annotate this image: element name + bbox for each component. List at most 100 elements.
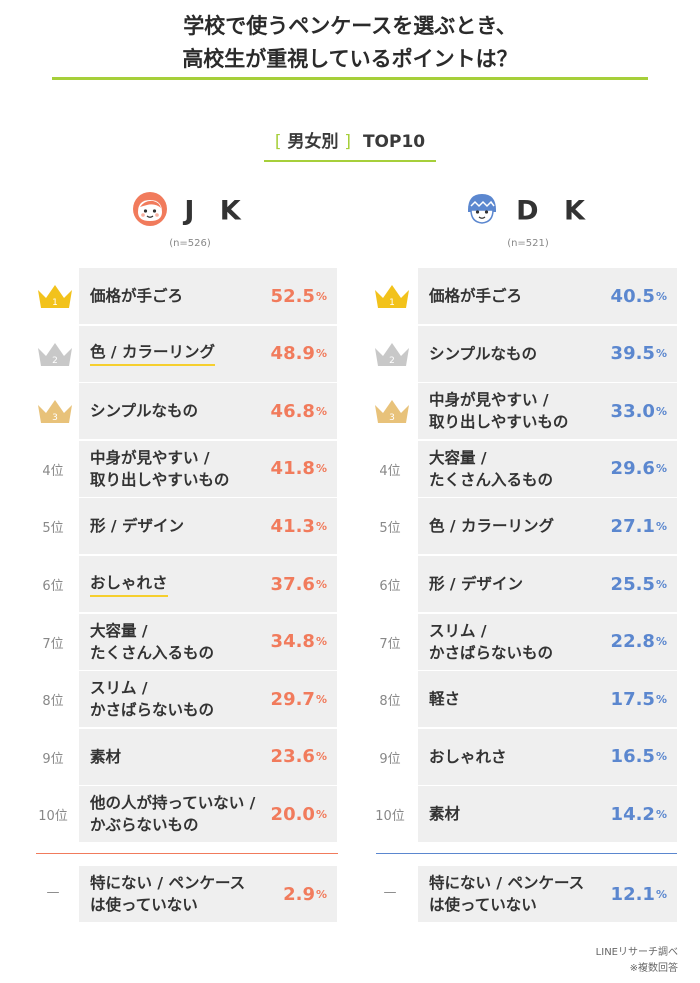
title-divider [52,77,648,80]
jk-separator [36,853,338,854]
page-title: 学校で使うペンケースを選ぶとき、 高校生が重視しているポイントは？ [0,10,700,76]
jk-item-value: 20.0% [270,803,327,825]
subtitle-bracket-close: ] [344,132,352,152]
jk-rank-label: 5位 [42,521,64,537]
dk-row: 大容量 / たくさん入るもの 29.6% [418,440,677,497]
dk-separator [376,853,677,854]
dk-sample-size: (n=521) [507,238,549,249]
girl-face-icon [131,190,169,232]
dk-item-label: スリム / かさばらないもの [429,621,554,662]
dk-title: D K [516,195,593,227]
jk-item-value: 23.6% [270,746,327,768]
crown-rank-3-icon: 3 [35,397,75,431]
dk-rank-label: 8位 [379,694,401,710]
dk-row: シンプルなもの 39.5% [418,325,677,382]
jk-item-label: 他の人が持っていない / かぶらないもの [90,794,256,835]
dk-rank-label: 4位 [379,463,401,479]
jk-row: 価格が手ごろ 52.5% [79,268,337,324]
svg-text:2: 2 [389,356,395,366]
jk-item-label: スリム / かさばらないもの [90,679,215,720]
jk-item-value: 2.9% [283,883,327,905]
jk-item-label: 特にない / ペンケース は使っていない [90,874,246,914]
dk-header: D K (n=521) [378,190,678,249]
subtitle-bracket-open: [ [274,132,282,152]
jk-item-value: 29.7% [270,688,327,710]
svg-text:1: 1 [389,298,395,308]
dk-row: 素材 14.2% [418,786,677,843]
dk-item-label: 大容量 / たくさん入るもの [429,448,554,489]
dk-item-value: 27.1% [610,515,667,537]
jk-title: J K [184,195,249,227]
crown-rank-1-icon: 1 [35,282,75,316]
jk-row: 大容量 / たくさん入るもの 34.8% [79,613,337,670]
jk-item-label: 形 / デザイン [90,517,184,536]
jk-item-label: 価格が手ごろ [90,287,184,305]
jk-item-value: 46.8% [270,400,327,422]
jk-header: J K (n=526) [40,190,340,249]
jk-row: 色 / カラーリング 48.9% [79,325,337,382]
crown-rank-3-icon: 3 [372,397,412,431]
dk-item-value: 39.5% [610,343,667,365]
subtitle-divider [264,160,436,162]
dk-row: スリム / かさばらないもの 22.8% [418,613,677,670]
dk-row: 軽さ 17.5% [418,671,677,728]
jk-item-label: シンプルなもの [90,402,199,421]
dk-item-label: 価格が手ごろ [429,287,523,305]
jk-row: スリム / かさばらないもの 29.7% [79,671,337,728]
dk-row: 色 / カラーリング 27.1% [418,498,677,555]
jk-row: 形 / デザイン 41.3% [79,498,337,555]
title-line-2: 高校生が重視しているポイントは？ [182,47,518,71]
jk-item-value: 41.8% [270,458,327,480]
jk-rank-label: — [46,885,60,900]
dk-row: 形 / デザイン 25.5% [418,556,677,612]
dk-rank-label: 5位 [379,521,401,537]
dk-item-label: 素材 [429,805,461,824]
dk-item-label: 中身が見やすい / 取り出しやすいもの [429,391,569,432]
jk-item-value: 41.3% [270,515,327,537]
subtitle-main: 男女別 [287,132,339,152]
jk-rank-label: 9位 [42,751,64,767]
dk-item-value: 14.2% [610,803,667,825]
dk-rank-label: 7位 [379,636,401,652]
dk-item-label: 特にない / ペンケース は使っていない [429,874,585,914]
dk-row: 特にない / ペンケース は使っていない 12.1% [418,866,677,922]
subtitle: [ 男女別 ] TOP10 [0,127,700,152]
jk-item-label: おしゃれさ [90,556,168,612]
crown-rank-2-icon: 2 [35,340,75,374]
jk-item-label: 素材 [90,747,122,766]
dk-item-label: シンプルなもの [429,344,538,363]
jk-item-label: 色 / カラーリング [90,326,215,382]
jk-row: 特にない / ペンケース は使っていない 2.9% [79,866,337,922]
dk-row: おしゃれさ 16.5% [418,728,677,785]
jk-item-value: 34.8% [270,631,327,653]
svg-text:3: 3 [389,413,395,423]
footer-note: ※複数回答 [629,963,678,974]
dk-rank-label: — [383,885,397,900]
svg-text:2: 2 [52,356,58,366]
dk-rank-label: 10位 [375,809,405,825]
jk-rank-label: 7位 [42,636,64,652]
jk-rank-label: 10位 [38,809,68,825]
dk-item-value: 25.5% [610,573,667,595]
jk-item-label: 大容量 / たくさん入るもの [90,621,215,662]
dk-row: 価格が手ごろ 40.5% [418,268,677,324]
jk-item-value: 52.5% [270,285,327,307]
dk-item-value: 22.8% [610,631,667,653]
jk-row: シンプルなもの 46.8% [79,383,337,440]
dk-item-label: 軽さ [429,690,461,709]
subtitle-top: TOP10 [362,132,426,152]
dk-rank-label: 9位 [379,751,401,767]
dk-item-label: おしゃれさ [429,747,507,766]
dk-rank-label: 6位 [379,579,401,594]
dk-item-value: 33.0% [610,400,667,422]
jk-rank-label: 8位 [42,694,64,710]
jk-rank-label: 6位 [42,579,64,594]
jk-row: 他の人が持っていない / かぶらないもの 20.0% [79,786,337,843]
jk-row: 素材 23.6% [79,728,337,785]
dk-item-value: 29.6% [610,458,667,480]
dk-item-label: 形 / デザイン [429,575,523,593]
jk-item-value: 37.6% [270,573,327,595]
dk-item-label: 色 / カラーリング [429,517,554,536]
svg-text:3: 3 [52,413,58,423]
jk-row: おしゃれさ 37.6% [79,556,337,612]
